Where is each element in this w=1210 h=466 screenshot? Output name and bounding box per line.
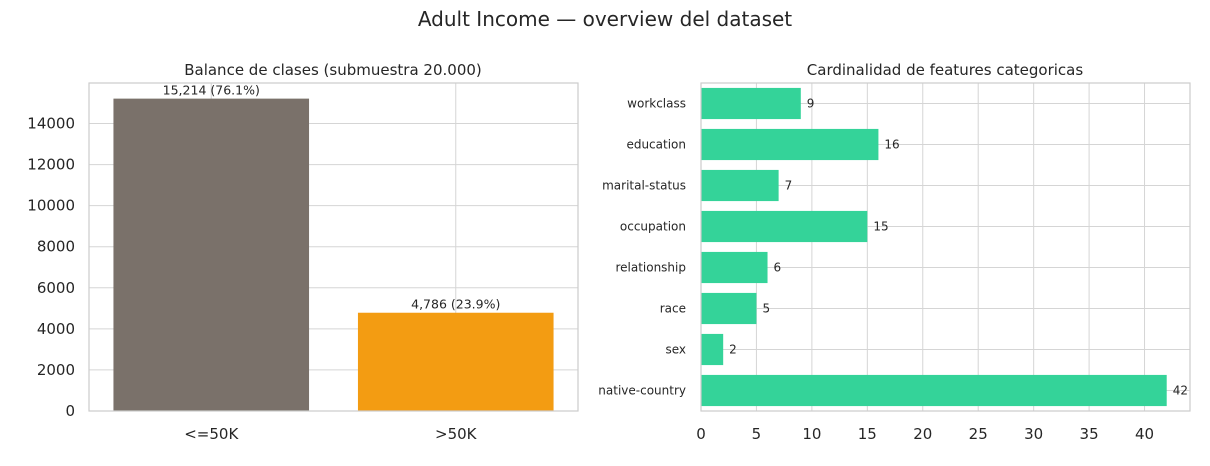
class-balance-chart: Balance de clases (submuestra 20.000) 15… [27,61,579,443]
y-tick-label: 6000 [37,279,75,297]
y-tick-label: 14000 [27,115,75,133]
x-tick-label: <=50K [184,425,239,443]
x-tick-label: 35 [1080,425,1099,443]
y-tick-label: occupation [620,220,686,234]
x-tick-label: 30 [1024,425,1043,443]
y-tick-label: 8000 [37,238,75,256]
x-tick-label: 15 [858,425,877,443]
x-tick-label: 25 [969,425,988,443]
class-balance-frame [88,82,579,412]
y-tick-label: sex [665,343,686,357]
bar-data-label: 15,214 (76.1%) [163,83,260,98]
bar-data-label: 9 [807,97,815,111]
figure-title: Adult Income — overview del dataset [418,7,792,31]
class-balance-ticks: 0 2000 4000 6000 8000 10000 12000 14000 <=50K >50… [27,115,477,443]
y-tick-label: 4000 [37,320,75,338]
y-tick-label: native-country [598,384,686,398]
x-tick-label: 20 [913,425,932,443]
y-tick-label: 2000 [37,361,75,379]
bar [701,292,757,325]
bar [357,312,554,411]
class-balance-bars: 15,214 (76.1%) 4,786 (23.9%) [113,83,554,412]
x-tick-label: >50K [435,425,478,443]
y-tick-label: race [660,302,686,316]
y-tick-label: marital-status [602,179,686,193]
x-tick-label: 40 [1135,425,1154,443]
cardinality-bars: 9 16 7 15 6 5 2 42 [701,87,1188,407]
y-tick-label: workclass [627,97,686,111]
bar [701,210,868,243]
bar [701,87,801,120]
bar-data-label: 4,786 (23.9%) [411,297,500,312]
cardinality-chart: Cardinalidad de features categoricas 9 16… [598,61,1191,444]
bar-data-label: 16 [884,138,899,152]
x-tick-label: 10 [802,425,821,443]
cardinality-title: Cardinalidad de features categoricas [807,61,1084,79]
bar [701,251,768,284]
y-tick-label: education [626,138,686,152]
cardinality-frame [700,82,1191,412]
bar [701,333,724,366]
bar-data-label: 5 [762,302,770,316]
bar-data-label: 6 [774,261,782,275]
cardinality-ticks: 0 5 10 15 20 25 30 35 40workclasseducationmarita… [598,97,1154,444]
x-tick-label: 5 [752,425,762,443]
cardinality-grid [700,83,1190,411]
y-tick-label: 10000 [27,197,75,215]
bar [701,169,779,202]
bar [113,98,310,412]
bar-data-label: 7 [785,179,793,193]
class-balance-title: Balance de clases (submuestra 20.000) [184,61,482,79]
bar [701,128,879,161]
bar-data-label: 15 [873,220,888,234]
y-tick-label: 12000 [27,156,75,174]
bar-data-label: 42 [1173,384,1188,398]
y-tick-label: 0 [65,402,75,420]
bar [701,374,1167,407]
x-tick-label: 0 [696,425,706,443]
bar-data-label: 2 [729,343,737,357]
y-tick-label: relationship [615,261,686,275]
